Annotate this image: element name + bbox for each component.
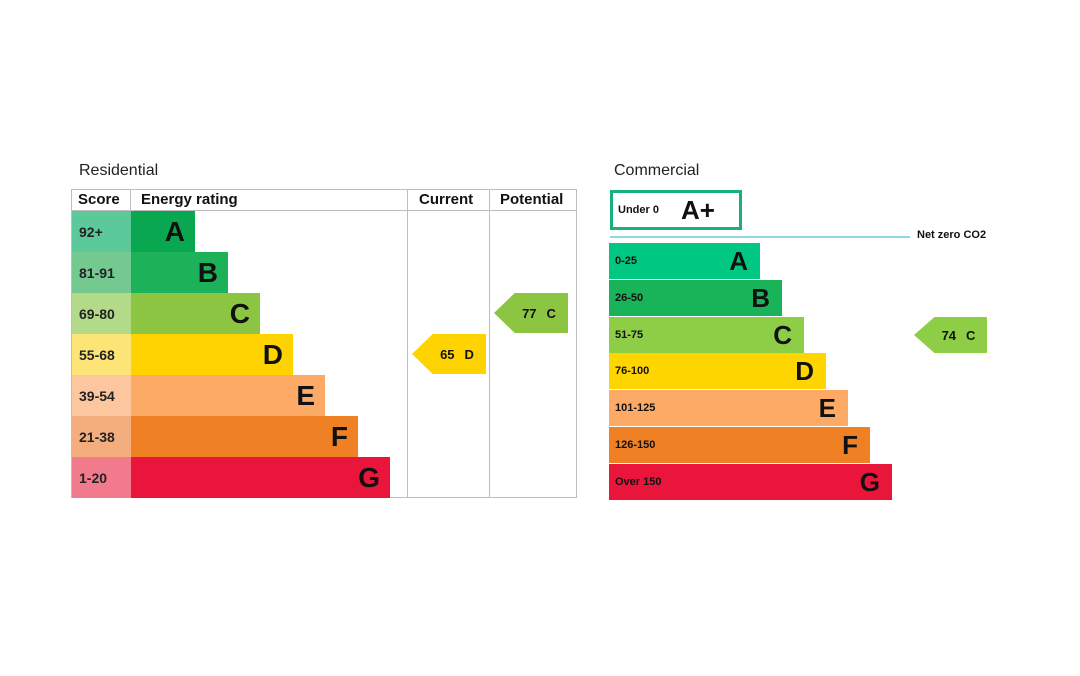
commercial-range-g: Over 150 [615,476,662,488]
current-score: 65 [440,346,455,362]
commercial-bar-f: 126-150 F [609,427,870,463]
rating-bar-e: E [131,375,325,416]
commercial-letter-b: B [751,282,770,313]
rating-bar-a: A [131,211,195,252]
a-plus-letter: A+ [680,194,715,225]
commercial-bar-g: Over 150 G [609,464,892,500]
score-cell-e: 39-54 [72,375,131,416]
rating-letter-a: A [164,215,185,247]
commercial-title: Commercial [614,162,700,179]
rating-letter-g: G [358,461,380,493]
commercial-current-letter: C [966,327,976,343]
rating-bar-b: B [131,252,228,293]
score-cell-c: 69-80 [72,293,131,334]
a-plus-band: Under 0 A+ [610,190,742,230]
score-cell-g: 1-20 [72,457,131,498]
current-header: Current [419,191,474,208]
rating-letter-e: E [296,379,315,411]
residential-title: Residential [79,162,159,179]
a-plus-range: Under 0 [618,204,659,216]
rating-letter-d: D [262,338,283,370]
commercial-range-b: 26-50 [615,292,644,304]
header-divider [71,210,577,211]
commercial-current-arrow: 74 C [914,317,987,353]
commercial-letter-g: G [859,466,880,497]
rating-letter-c: C [229,297,250,329]
net-zero-label: Net zero CO2 [917,229,987,241]
commercial-letter-f: F [842,429,858,460]
commercial-bar-e: 101-125 E [609,390,848,426]
rating-bar-c: C [131,293,260,334]
commercial-bar-b: 26-50 B [609,280,782,316]
commercial-bar-a: 0-25 A [609,243,760,279]
commercial-letter-e: E [818,392,836,423]
commercial-bar-c: 51-75 C [609,317,804,353]
rating-bar-d: D [131,334,293,375]
potential-letter: C [546,305,556,321]
potential-header: Potential [500,191,564,208]
commercial-range-f: 126-150 [615,439,656,451]
potential-column-divider [489,189,490,498]
commercial-range-c: 51-75 [615,329,644,341]
current-column-divider [407,189,408,498]
rating-letter-f: F [330,420,348,452]
net-zero-line [610,236,910,238]
commercial-range-d: 76-100 [615,365,650,377]
commercial-range-e: 101-125 [615,402,656,414]
score-cell-f: 21-38 [72,416,131,457]
potential-score: 77 [522,305,537,321]
rating-bar-g: G [131,457,390,498]
current-letter: D [464,346,474,362]
commercial-current-score: 74 [941,327,957,343]
commercial-letter-d: D [795,355,814,386]
rating-letter-b: B [197,256,218,288]
commercial-letter-a: A [729,245,748,276]
score-cell-a: 92+ [72,211,131,252]
score-cell-b: 81-91 [72,252,131,293]
rating-bar-f: F [131,416,358,457]
commercial-letter-c: C [773,319,792,350]
energy-rating-header: Energy rating [141,191,238,208]
score-header: Score [78,191,120,208]
commercial-range-a: 0-25 [615,255,638,267]
score-cell-d: 55-68 [72,334,131,375]
commercial-bar-d: 76-100 D [609,353,826,389]
